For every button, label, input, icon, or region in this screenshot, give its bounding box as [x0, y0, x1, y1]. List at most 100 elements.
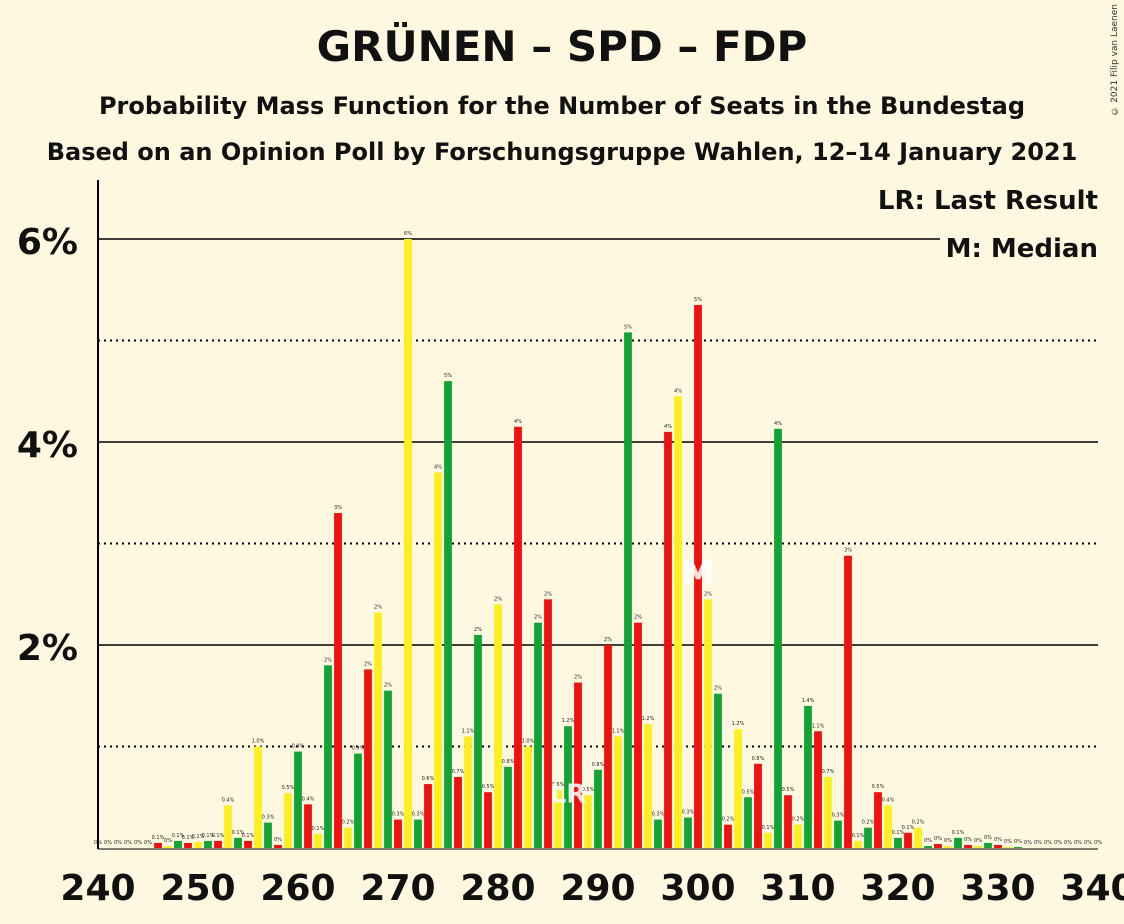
bar-seat-286	[554, 790, 562, 848]
bar-value-label: 2%	[474, 627, 482, 633]
bar-value-label: 0.5%	[782, 787, 795, 793]
bar-seat-332	[1014, 846, 1022, 848]
bar-seat-325	[944, 845, 952, 848]
bar-seat-318	[874, 792, 882, 848]
bar-seat-272	[414, 819, 422, 848]
bar-seat-303	[724, 824, 732, 848]
y-tick-label: 2%	[17, 628, 78, 669]
bar-value-label: 1.2%	[732, 721, 745, 727]
bar-seat-250	[194, 841, 202, 848]
x-tick-label: 240	[60, 868, 135, 909]
bar-value-label: 4%	[434, 464, 442, 470]
bar-value-label: 0.1%	[192, 834, 205, 840]
bar-value-label: 0%	[134, 840, 142, 846]
bar-seat-307	[764, 832, 772, 848]
bar-value-label: 0.1%	[952, 830, 965, 836]
bar-value-label: 0%	[1074, 840, 1082, 846]
last-result-marker: LR	[550, 779, 587, 809]
bar-seat-255	[244, 840, 252, 848]
bar-value-label: 0%	[1084, 840, 1092, 846]
bar-value-label: 1.1%	[462, 728, 475, 734]
bar-value-label: 0.6%	[552, 782, 565, 788]
bar-value-label: 0%	[1094, 840, 1102, 846]
bar-value-label: 0.1%	[762, 825, 775, 831]
bar-seat-323	[924, 845, 932, 848]
bar-seat-261	[304, 804, 312, 848]
bar-value-label: 3%	[334, 505, 342, 511]
x-tick-label: 320	[860, 868, 935, 909]
bar-value-label: 0%	[164, 838, 172, 844]
bar-value-label: 0%	[274, 837, 282, 843]
bar-seat-257	[264, 822, 272, 848]
bar-value-label: 3%	[844, 548, 852, 554]
bar-value-label: 5%	[444, 373, 452, 379]
bar-seat-301	[704, 599, 712, 848]
median-marker: M	[681, 553, 715, 593]
bar-value-label: 0%	[964, 837, 972, 843]
bar-seat-297	[664, 431, 672, 848]
bar-seat-273	[424, 784, 432, 848]
bar-value-label: 2%	[534, 615, 542, 621]
bar-value-label: 5%	[624, 324, 632, 330]
bar-seat-293	[624, 332, 632, 848]
bar-value-label: 2%	[374, 605, 382, 611]
bar-seat-321	[904, 832, 912, 848]
legend-median: M: Median	[939, 234, 1098, 264]
bar-value-label: 0.1%	[212, 833, 225, 839]
bar-seat-326	[954, 837, 962, 848]
bar-seat-271	[404, 239, 412, 848]
bar-seat-304	[734, 729, 742, 848]
bar-seat-292	[614, 736, 622, 848]
bar-value-label: 5%	[694, 297, 702, 303]
bar-seat-280	[494, 604, 502, 848]
bar-seat-310	[794, 824, 802, 848]
bar-value-label: 2%	[364, 661, 372, 667]
bar-value-label: 0.3%	[652, 812, 665, 818]
bar-seat-287	[564, 726, 572, 848]
bar-seat-270	[394, 819, 402, 848]
bar-value-label: 0.1%	[172, 833, 185, 839]
bar-seat-320	[894, 837, 902, 848]
bar-seat-269	[384, 690, 392, 848]
x-tick-label: 260	[260, 868, 335, 909]
bar-seat-312	[814, 731, 822, 848]
x-tick-label: 290	[560, 868, 635, 909]
bar-value-label: 1.4%	[802, 698, 815, 704]
bar-seat-266	[354, 753, 362, 848]
bar-value-label: 2%	[714, 686, 722, 692]
bar-seat-313	[824, 776, 832, 848]
bar-value-label: 2%	[384, 683, 392, 689]
bar-value-label: 2%	[604, 637, 612, 643]
bar-value-label: 6%	[404, 231, 412, 237]
bar-value-label: 0%	[1004, 839, 1012, 845]
chart-subtitle-source: Based on an Opinion Poll by Forschungsgr…	[46, 138, 1078, 166]
bar-value-label: 2%	[324, 657, 332, 663]
bar-seat-309	[784, 795, 792, 848]
bar-seat-316	[854, 840, 862, 848]
bar-value-label: 0%	[124, 840, 132, 846]
bar-seat-258	[274, 844, 282, 848]
bar-value-label: 0.1%	[182, 835, 195, 841]
x-tick-label: 330	[960, 868, 1035, 909]
x-tick-label: 270	[360, 868, 435, 909]
bar-value-label: 1.0%	[522, 739, 535, 745]
bar-seat-314	[834, 820, 842, 848]
bar-value-label: 0.1%	[892, 830, 905, 836]
x-tick-label: 300	[660, 868, 735, 909]
y-tick-label: 4%	[17, 425, 78, 466]
bar-value-label: 0.7%	[452, 769, 465, 775]
bar-value-label: 0.8%	[592, 762, 605, 768]
bar-seat-294	[634, 622, 642, 848]
bar-value-label: 0.7%	[822, 769, 835, 775]
bar-value-label: 0.8%	[502, 759, 515, 765]
bar-value-label: 0%	[934, 836, 942, 842]
bar-value-label: 0%	[1054, 840, 1062, 846]
bar-value-label: 2%	[634, 615, 642, 621]
bar-value-label: 0.4%	[882, 797, 895, 803]
bar-value-label: 4%	[514, 419, 522, 425]
bar-seat-311	[804, 705, 812, 848]
bar-value-label: 0.4%	[302, 796, 315, 802]
bar-value-label: 0.2%	[912, 820, 925, 826]
bar-value-label: 4%	[774, 421, 782, 427]
bar-value-label: 0.2%	[862, 820, 875, 826]
